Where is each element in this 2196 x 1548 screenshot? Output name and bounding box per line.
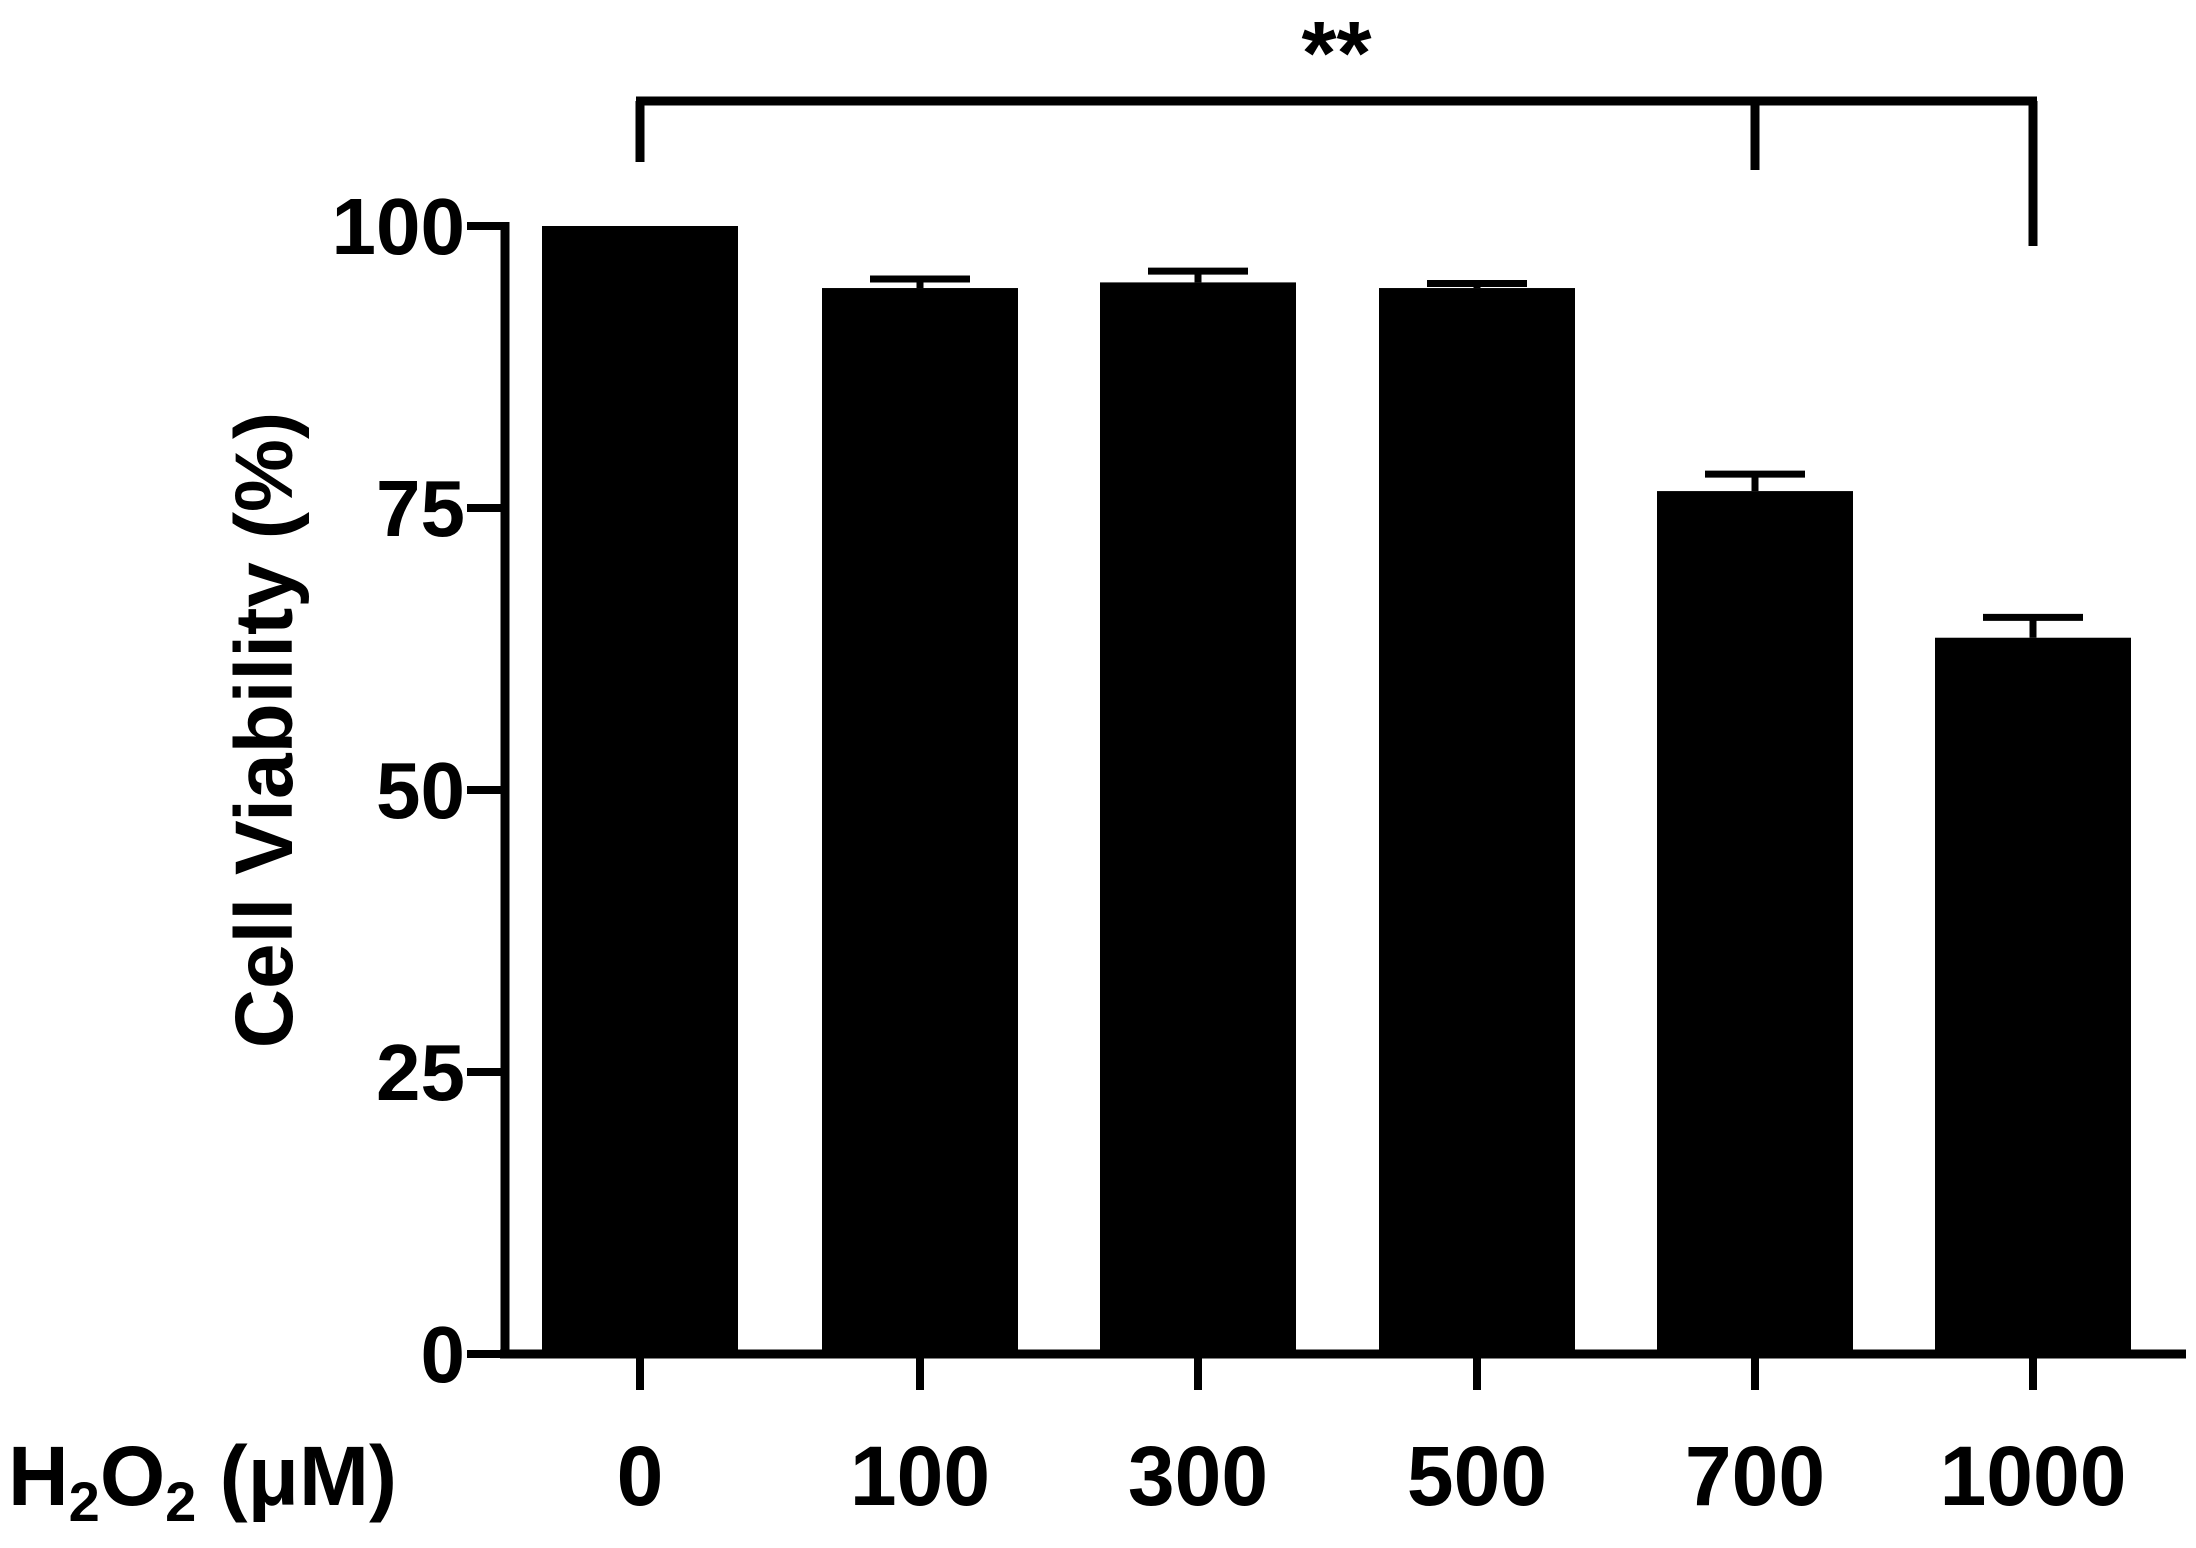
bar-0 xyxy=(542,226,738,1354)
y-tick-label-100: 100 xyxy=(332,182,465,271)
bar-1000 xyxy=(1935,637,2131,1354)
y-axis-title: Cell Viability (%) xyxy=(219,412,310,1048)
x-tick-label-300: 300 xyxy=(1128,1429,1268,1523)
x-axis-title-subscript-1: 2 xyxy=(69,1470,100,1533)
x-tick-label-1000: 1000 xyxy=(1940,1429,2127,1523)
significance-group: ** xyxy=(635,4,2038,246)
bar-500 xyxy=(1379,288,1575,1354)
bar-700 xyxy=(1657,491,1853,1355)
y-tick-label-75: 75 xyxy=(376,464,465,553)
x-axis-title: H2O2 (μM) xyxy=(8,1429,397,1533)
x-tick-label-700: 700 xyxy=(1685,1429,1825,1523)
bar-100 xyxy=(822,288,1018,1354)
x-tick-label-100: 100 xyxy=(850,1429,990,1523)
bar-300 xyxy=(1100,282,1296,1354)
x-tick-label-0: 0 xyxy=(617,1429,664,1523)
x-axis-title-subscript-2: 2 xyxy=(165,1470,196,1533)
significance-label: ** xyxy=(1301,4,1371,104)
y-tick-label-50: 50 xyxy=(376,746,465,835)
x-tick-label-500: 500 xyxy=(1407,1429,1547,1523)
bars-group xyxy=(542,226,2131,1355)
y-tick-label-0: 0 xyxy=(421,1310,466,1399)
axes-group xyxy=(500,222,2186,1359)
y-tick-label-25: 25 xyxy=(376,1028,465,1117)
error-bars-group xyxy=(870,267,2083,638)
